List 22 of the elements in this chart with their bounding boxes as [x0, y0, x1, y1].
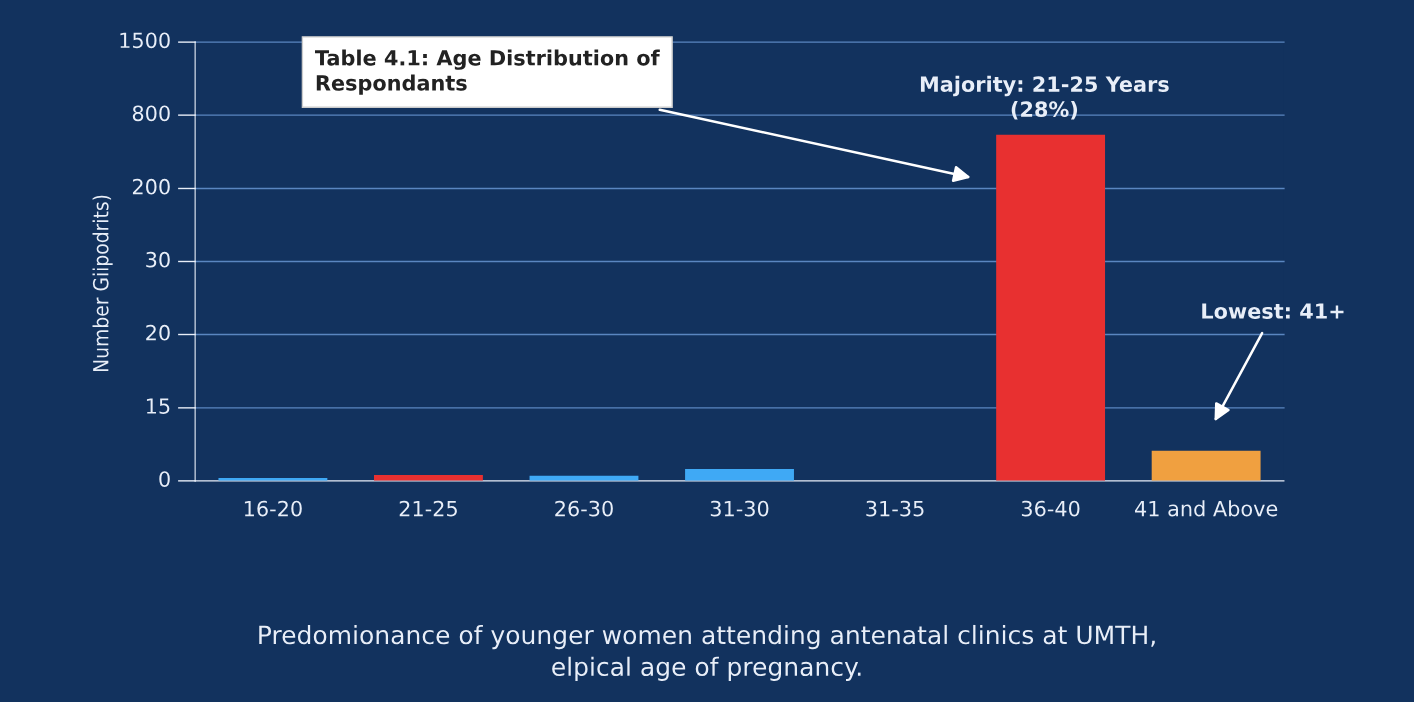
text: Predomionance of younger women attending antenatal clinics at UMTH, elpical age of pregnancy.: [259, 624, 1155, 681]
y-axis-title: Number Giipodrits): [92, 195, 113, 371]
bar: [996, 134, 1106, 481]
text: 20: [146, 324, 170, 341]
x-tick-label: 41 and Above: [1135, 500, 1278, 517]
x-tick-label: 31-30: [710, 500, 769, 517]
bar: [1151, 450, 1261, 481]
text: 200: [132, 178, 170, 195]
caption: Table 4.1: Age Distribution of Respondants: [315, 49, 660, 95]
text: 800: [132, 105, 170, 122]
x-tick-label: 26-30: [555, 500, 613, 517]
text: 1500: [120, 32, 170, 49]
text: 0: [159, 471, 170, 487]
x-tick-label: 16-20: [244, 500, 302, 517]
text: Majority: 21-25 Years (28%): [920, 75, 1169, 120]
x-tick-label: 21-25: [399, 500, 457, 517]
annotation: Lowest: 41+: [1202, 303, 1344, 319]
x-tick-label: 31-35: [866, 500, 924, 517]
text: 30: [146, 251, 170, 268]
x-tick-label: 36-40: [1021, 500, 1080, 517]
bar: [685, 469, 794, 481]
text: 15: [146, 398, 170, 414]
